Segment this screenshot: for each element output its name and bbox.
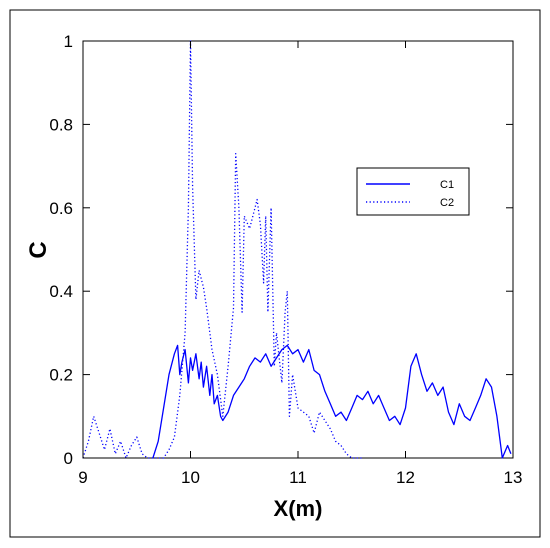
series-line-c1	[152, 344, 512, 459]
x-tick-label: 13	[504, 468, 523, 487]
y-tick-label: 0.8	[49, 115, 73, 134]
x-axis: 9 10 11 12 13	[78, 41, 522, 487]
y-tick-label: 0	[64, 449, 73, 468]
figure-frame	[9, 9, 541, 538]
series-line-c2	[82, 40, 363, 459]
x-axis-title: X(m)	[274, 496, 323, 521]
y-axis: 0 0.2 0.4 0.6 0.8 1	[49, 32, 513, 468]
legend-label-c2: C2	[440, 197, 454, 209]
y-tick-label: 0.2	[49, 366, 73, 385]
legend-label-c1: C1	[440, 179, 454, 191]
x-tick-label: 12	[396, 468, 415, 487]
y-tick-label: 0.6	[49, 199, 73, 218]
legend-box	[356, 167, 470, 216]
series-layer	[82, 40, 512, 459]
y-axis-title: C	[25, 241, 52, 258]
x-tick-label: 9	[78, 468, 87, 487]
legend: C1 C2	[356, 167, 470, 216]
x-tick-label: 11	[289, 468, 307, 487]
x-tick-label: 10	[181, 468, 200, 487]
y-tick-label: 1	[64, 32, 73, 51]
y-tick-label: 0.4	[49, 282, 73, 301]
